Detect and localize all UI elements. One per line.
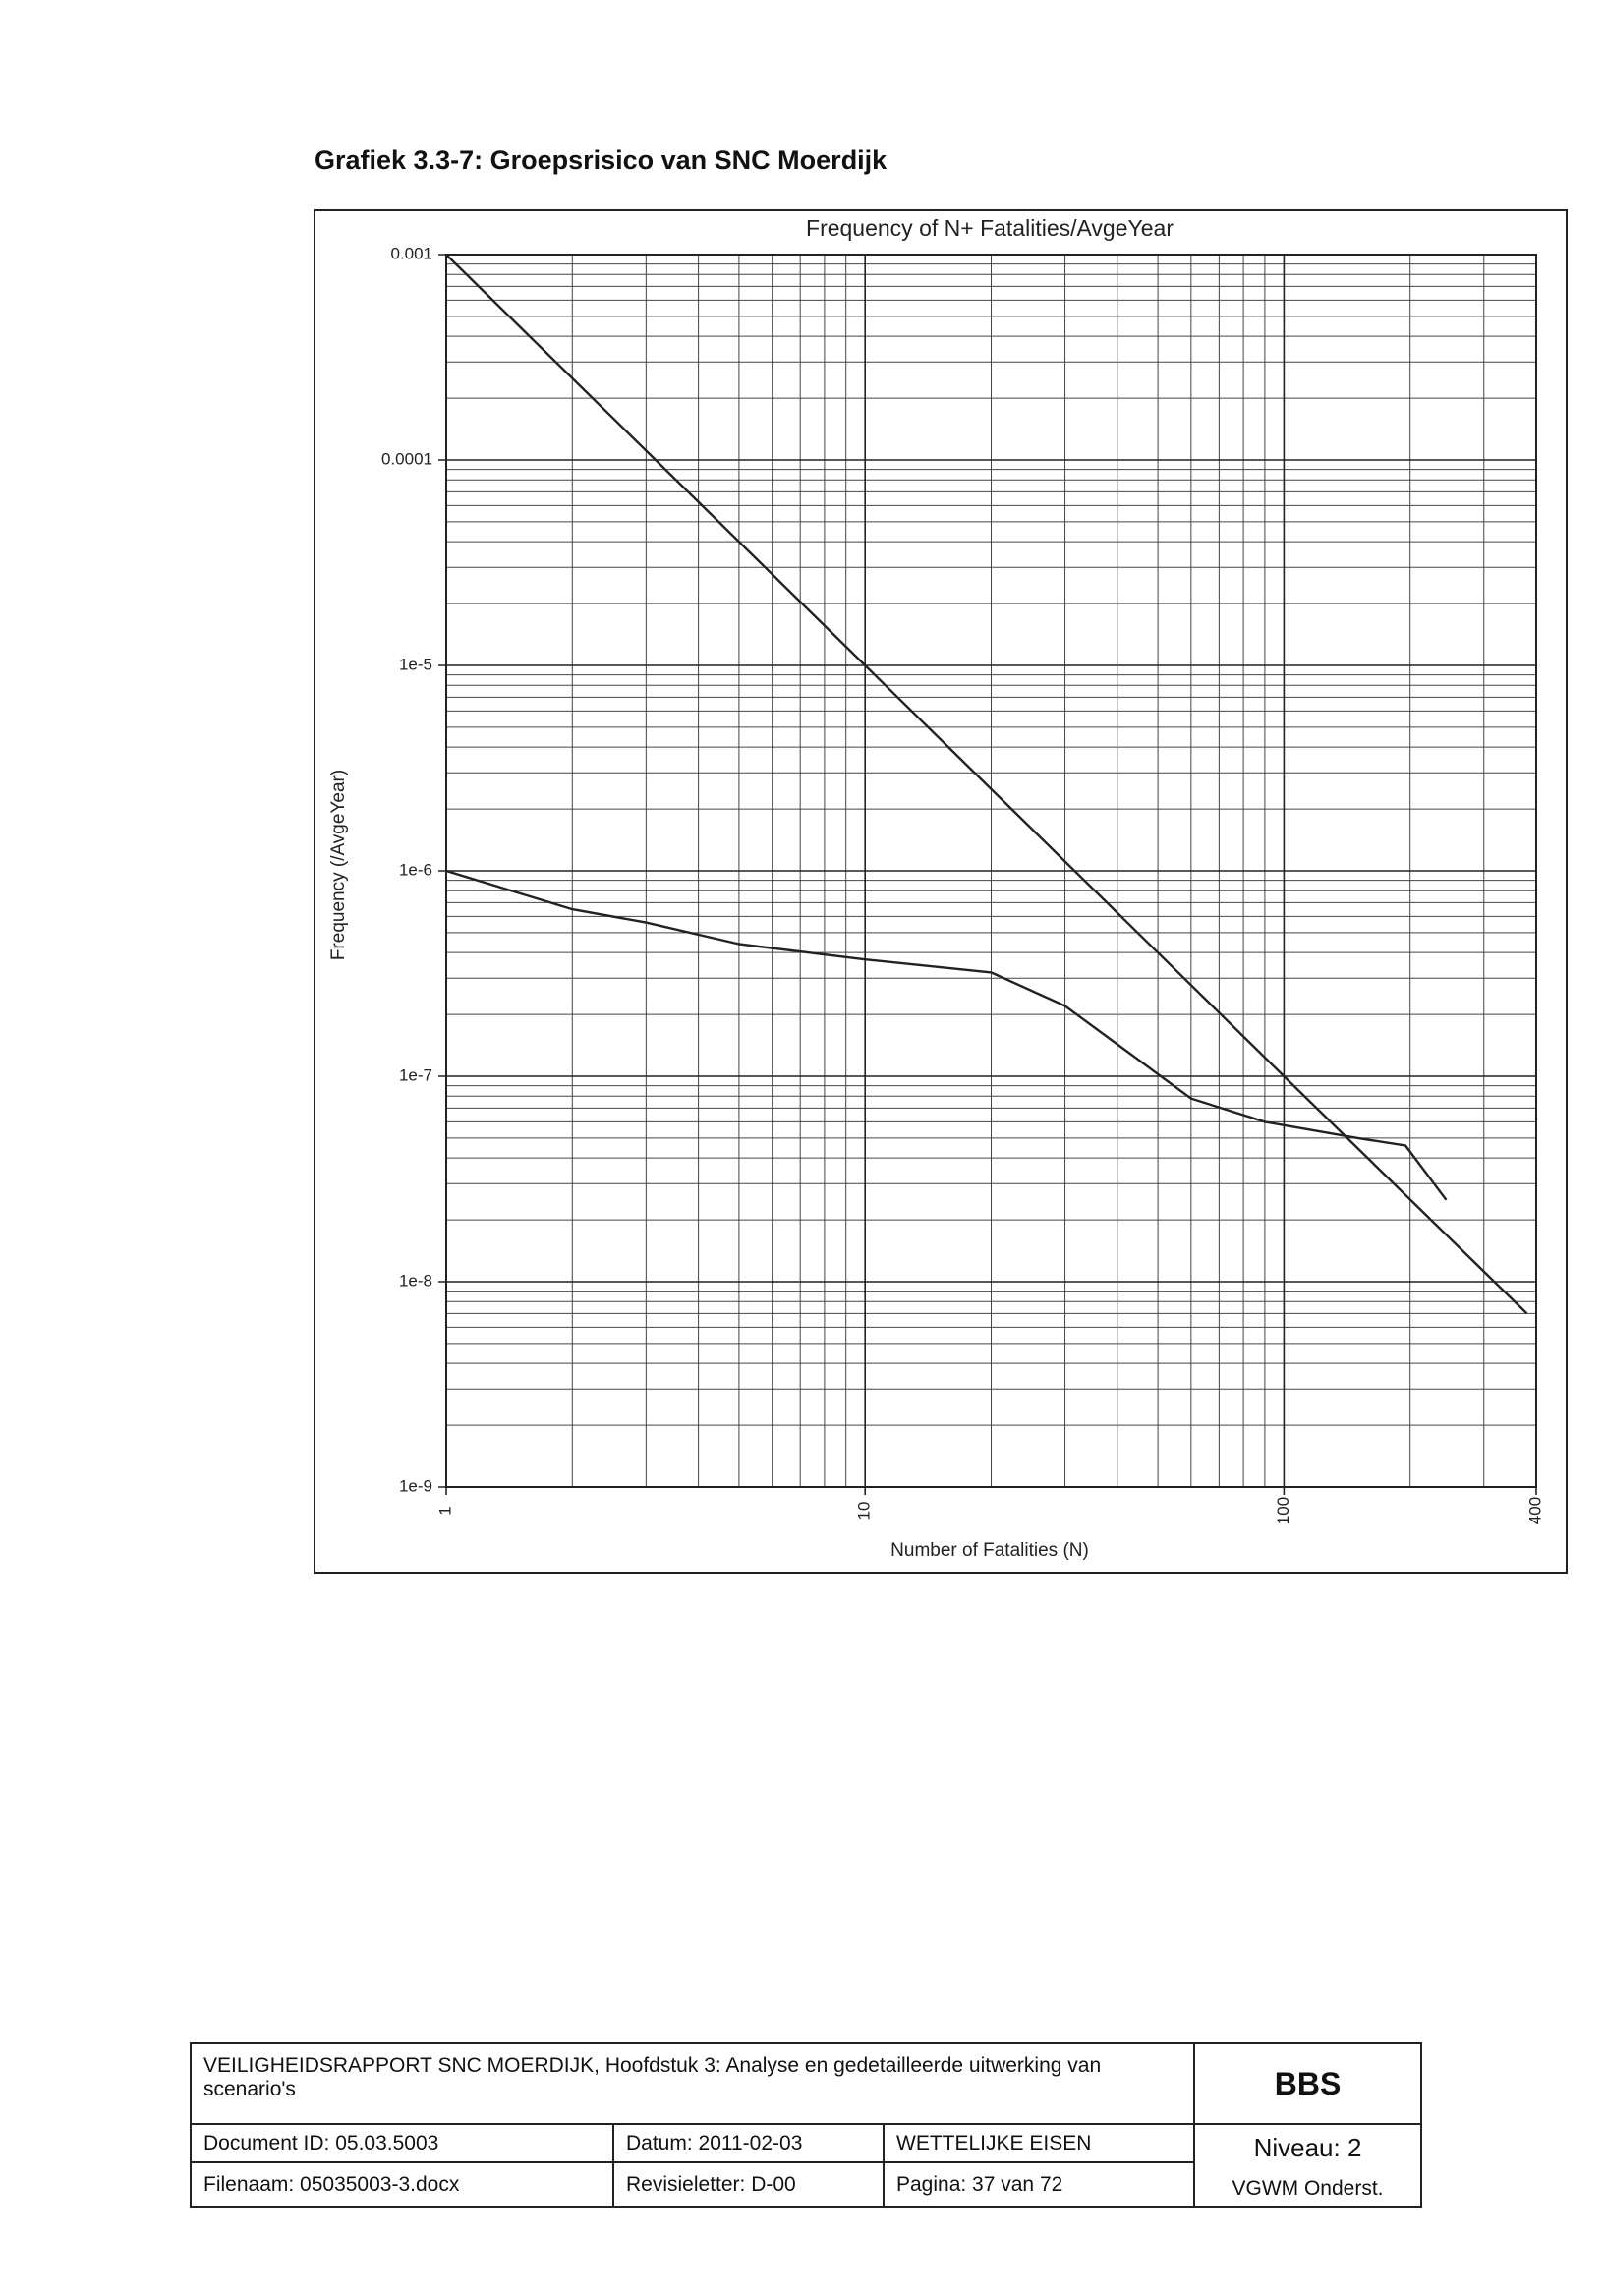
chart-frame	[314, 209, 1568, 1574]
footer-department: VGWM Onderst.	[1232, 2177, 1384, 2200]
series-line	[445, 869, 1448, 1201]
x-tick-label: 400	[1525, 1497, 1544, 1524]
chart: Frequency of N+ Fatalities/AvgeYear Numb…	[314, 209, 1568, 1574]
footer-filename: Filenaam: 05035003-3.docx	[190, 2161, 614, 2208]
footer-level: Niveau: 2	[1253, 2133, 1362, 2162]
x-tick-label: 10	[855, 1502, 874, 1521]
footer-description: VEILIGHEIDSRAPPORT SNC MOERDIJK, Hoofdst…	[190, 2042, 1195, 2125]
x-tick-label: 100	[1274, 1497, 1292, 1524]
footer-date: Datum: 2011-02-03	[612, 2123, 885, 2163]
y-tick-label: 0.001	[390, 244, 432, 262]
y-tick-label: 0.0001	[381, 449, 432, 468]
series-line	[445, 254, 1528, 1315]
y-tick-label: 1e-9	[399, 1476, 432, 1495]
chart-title: Frequency of N+ Fatalities/AvgeYear	[806, 215, 1174, 241]
y-tick-label: 1e-5	[399, 655, 432, 673]
y-tick-label: 1e-8	[399, 1271, 432, 1290]
y-tick-label: 1e-7	[399, 1065, 432, 1084]
y-tick-label: 1e-6	[399, 860, 432, 879]
footer-company: BBS	[1193, 2042, 1422, 2125]
x-axis-label: Number of Fatalities (N)	[890, 1540, 1089, 1561]
y-axis-label: Frequency (/AvgeYear)	[328, 770, 349, 960]
footer-category: WETTELIJKE EISEN	[883, 2123, 1195, 2163]
heading: Grafiek 3.3-7: Groepsrisico van SNC Moer…	[315, 145, 888, 175]
x-tick-label: 1	[435, 1506, 454, 1515]
footer-page: Pagina: 37 van 72	[883, 2161, 1195, 2208]
footer-document-id: Document ID: 05.03.5003	[190, 2123, 614, 2163]
footer-revision: Revisieletter: D-00	[612, 2161, 885, 2208]
